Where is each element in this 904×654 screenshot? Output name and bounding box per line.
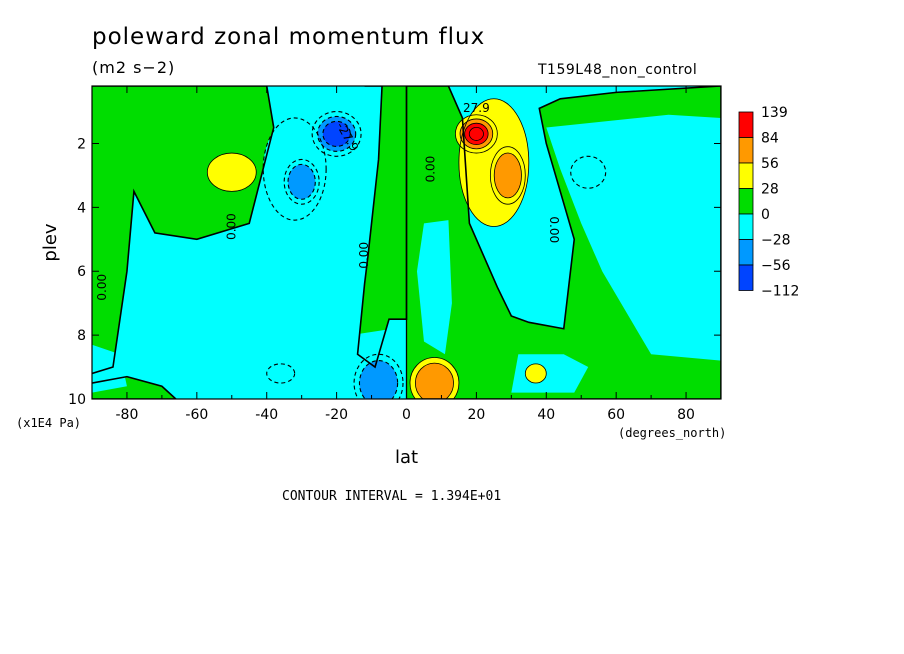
y-tick-label: 4 (77, 200, 86, 216)
x-axis-label: lat (395, 447, 418, 468)
colorbar-label: 84 (761, 131, 779, 147)
cyan-region-4 (511, 354, 589, 393)
contour-line (493, 152, 522, 199)
colorbar-label: 28 (761, 182, 779, 198)
contour-line (353, 353, 404, 399)
contour-line (489, 146, 526, 205)
contour-label: 0.00 (95, 274, 109, 301)
x-tick-label: -20 (325, 407, 348, 423)
y-tick-label: 6 (77, 264, 86, 280)
contour-label: 0.00 (547, 216, 561, 243)
extremum-band (570, 156, 606, 189)
x-tick-label: 20 (467, 407, 485, 423)
extremum-core (471, 129, 482, 139)
extremum-band (207, 153, 257, 192)
zero-contour (92, 86, 275, 375)
contour-label: 0.00 (357, 242, 371, 269)
zero-contour (92, 375, 178, 399)
y-axis-unit: (x1E4 Pa) (16, 416, 82, 430)
chart-title: poleward zonal momentum flux (92, 24, 486, 50)
colorbar-swatch (738, 213, 754, 240)
contour-line (414, 362, 454, 399)
extremum-band (525, 363, 547, 384)
zero-contour (406, 86, 721, 399)
colorbar-label: −112 (761, 284, 799, 300)
y-tick-label: 2 (77, 136, 86, 152)
colorbar-label: 0 (761, 207, 770, 223)
contour-line (409, 357, 460, 399)
colorbar-swatch (738, 162, 754, 189)
contour-line (464, 122, 489, 146)
extremum-band (266, 363, 295, 384)
x-tick-label: 60 (607, 407, 625, 423)
contour-line (459, 118, 494, 150)
dataset-label: T159L48_non_control (538, 62, 698, 78)
colorbar-swatch (738, 264, 754, 291)
extremum-band (322, 121, 351, 147)
contour-label: 0.00 (423, 156, 437, 183)
contour-line (358, 360, 399, 399)
extremum-band (359, 360, 398, 399)
x-tick-label: -40 (255, 407, 278, 423)
contour-line (468, 126, 484, 141)
x-tick-label: 0 (402, 407, 411, 423)
contour-line (311, 111, 362, 157)
colorbar-swatch (738, 137, 754, 164)
x-axis-unit: (degrees_north) (618, 426, 727, 440)
contour-line (206, 152, 257, 192)
contour-line (570, 155, 607, 189)
contour-line (316, 115, 357, 152)
contour-interval: CONTOUR INTERVAL = 1.394E+01 (282, 489, 502, 504)
contour-label: 27.9 (463, 101, 490, 115)
green-region-1 (357, 86, 407, 368)
x-tick-label: -80 (116, 407, 139, 423)
contour-line (455, 114, 498, 154)
y-axis-label: plev (40, 223, 61, 262)
y-tick-label: 10 (68, 392, 86, 408)
contour-line (287, 163, 316, 200)
x-tick-label: 40 (537, 407, 555, 423)
y-tick-label: 8 (77, 328, 86, 344)
zero-contour (356, 86, 408, 369)
colorbar-swatch (738, 111, 754, 138)
colorbar-label: 139 (761, 105, 788, 121)
contour-line (322, 120, 351, 147)
colorbar-label: −28 (761, 233, 791, 249)
extremum-band (288, 164, 316, 200)
extremum-band (494, 153, 522, 198)
contour-label: 0.00 (224, 213, 238, 240)
contour-line (283, 158, 320, 205)
colorbar-swatch (738, 239, 754, 266)
x-tick-label: -60 (185, 407, 208, 423)
contour-line (524, 363, 547, 384)
cyan-region-0 (416, 220, 452, 355)
contour-line (266, 363, 296, 384)
chart-units: (m2 s−2) (92, 58, 176, 77)
colorbar-label: −56 (761, 258, 791, 274)
contour-line (458, 98, 530, 227)
extremum-band (415, 363, 454, 399)
x-tick-label: 80 (677, 407, 695, 423)
contour-line (262, 117, 327, 221)
colorbar-swatch (738, 188, 754, 215)
colorbar-label: 56 (761, 156, 779, 172)
